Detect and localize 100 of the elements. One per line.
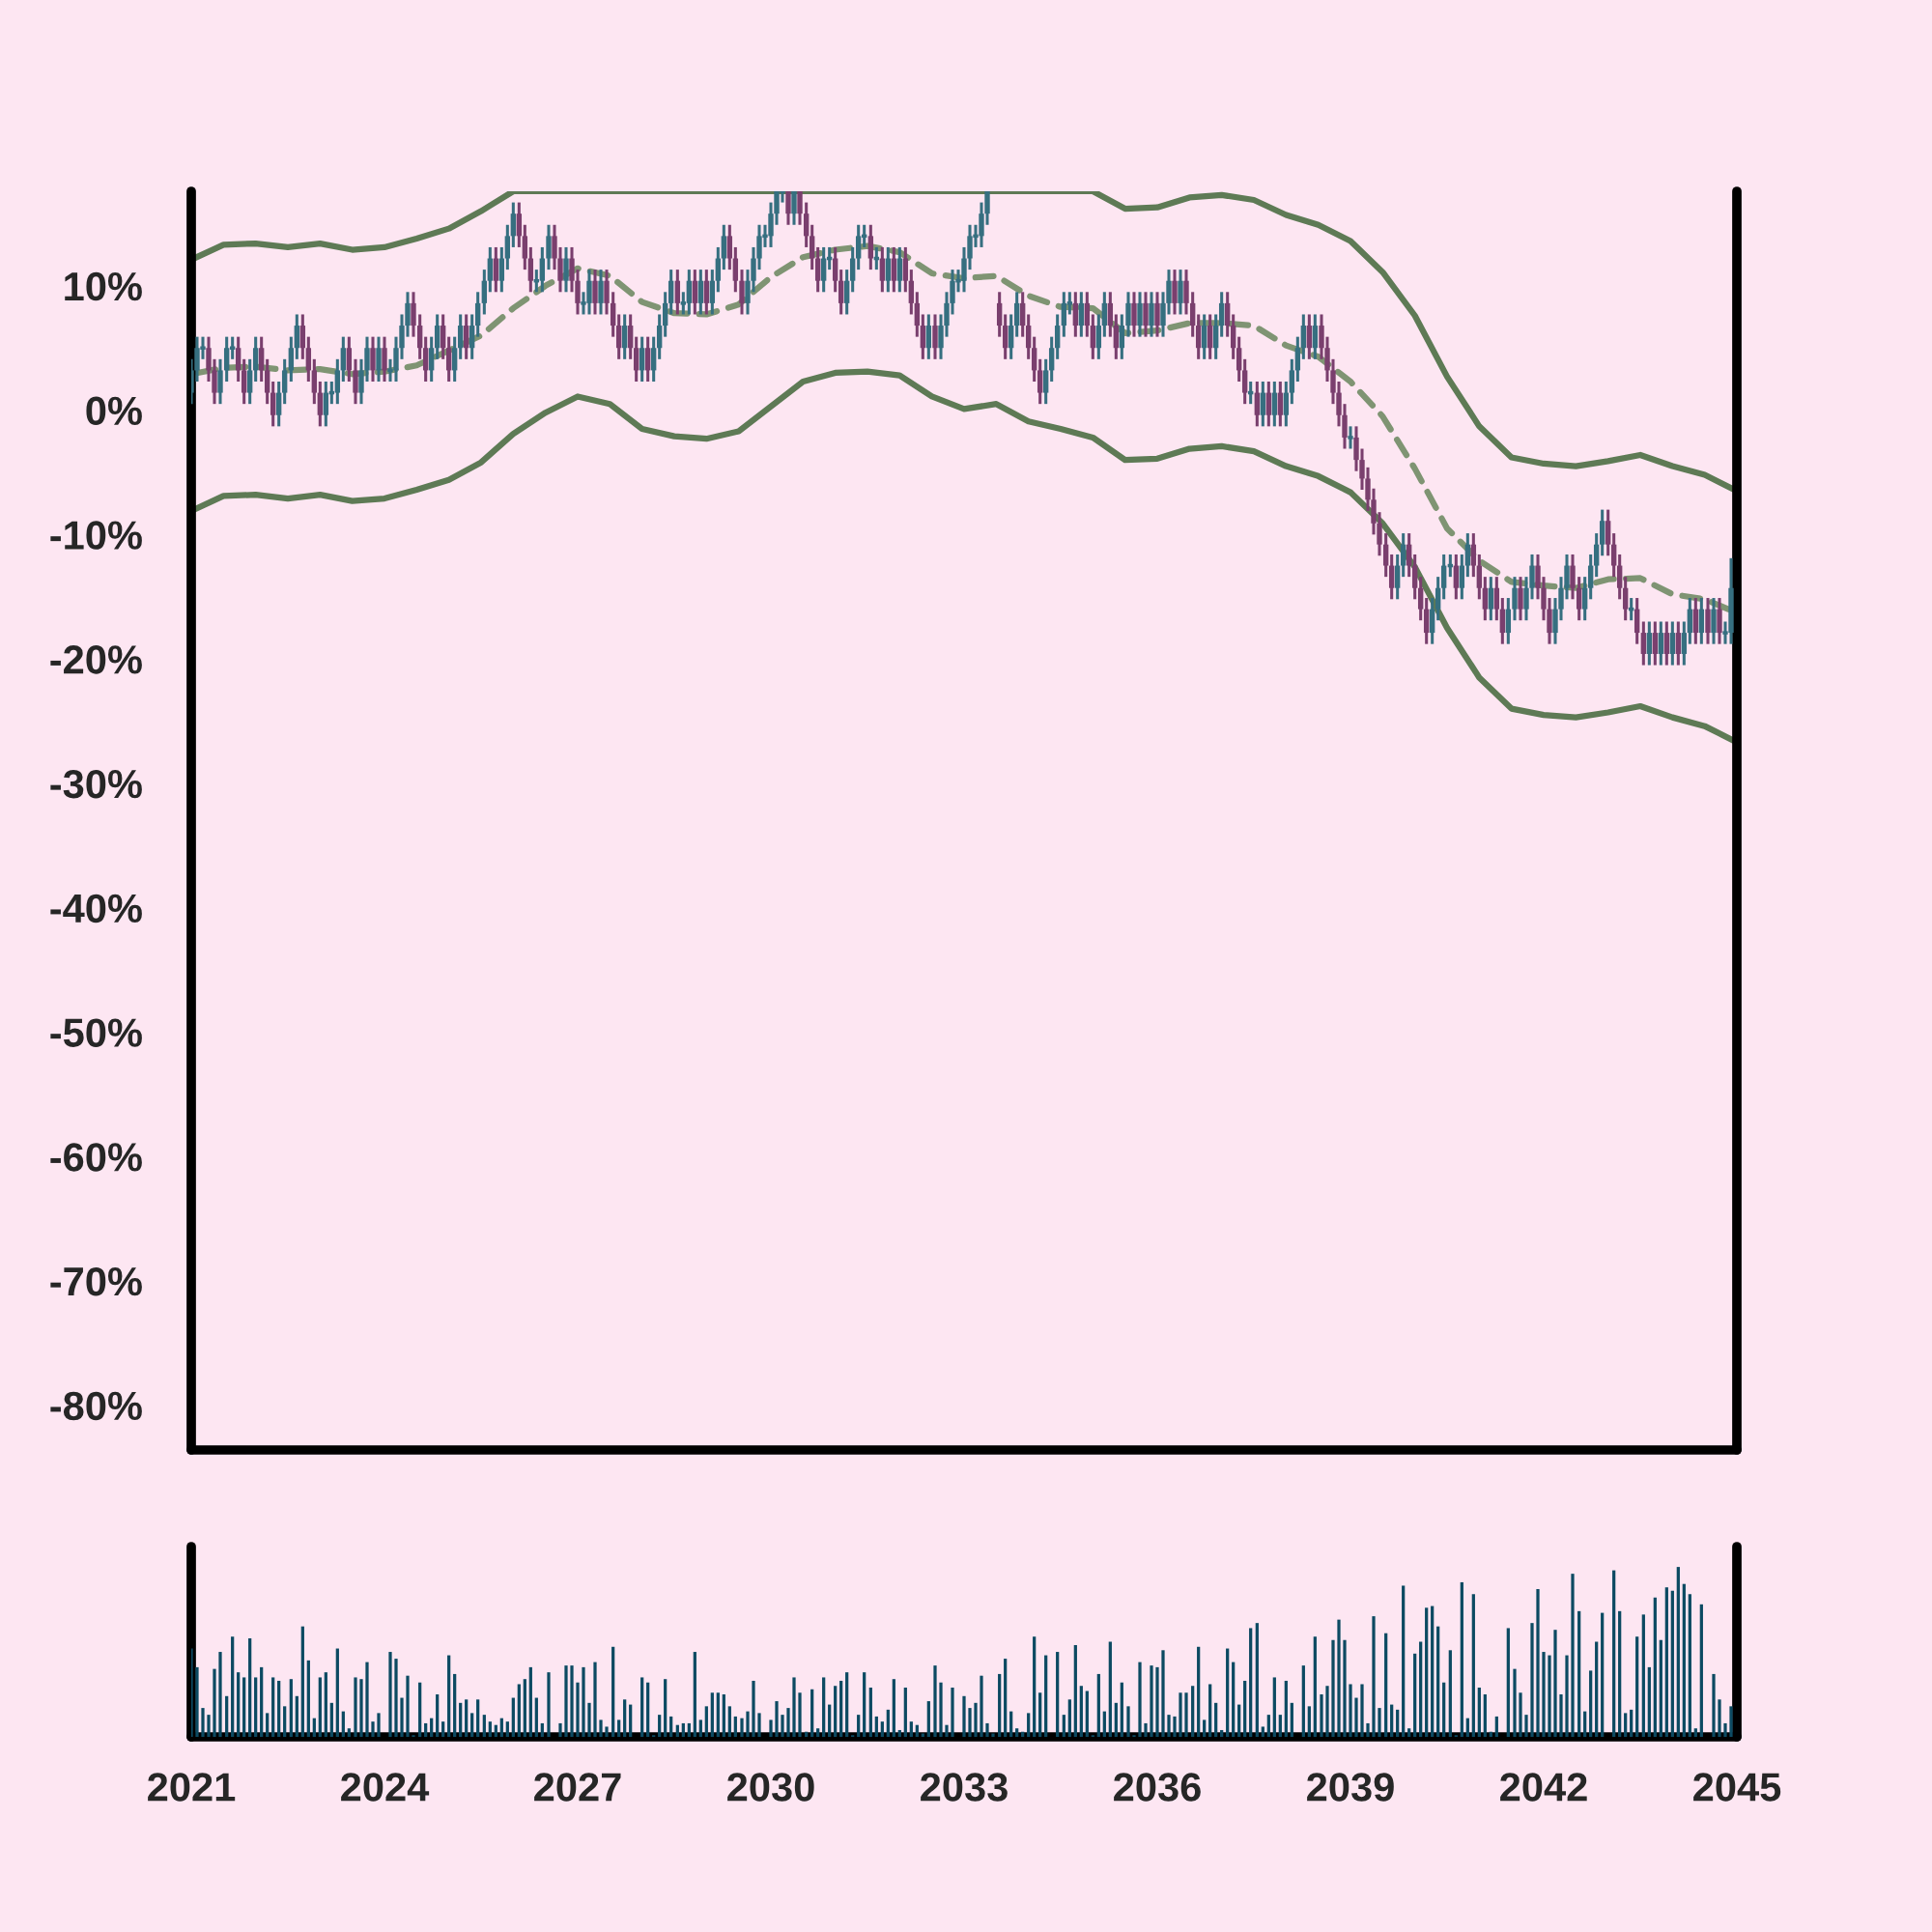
bar xyxy=(482,1715,486,1737)
candlestick xyxy=(457,314,464,359)
candlestick xyxy=(1260,382,1266,427)
x-tick-label: 2036 xyxy=(1114,1773,1201,1802)
bar xyxy=(213,1668,216,1737)
bar xyxy=(1583,1711,1587,1737)
bar xyxy=(436,1694,440,1737)
candlestick xyxy=(235,336,242,382)
bar xyxy=(1670,1590,1674,1737)
candlestick xyxy=(908,270,915,315)
bar xyxy=(1390,1704,1394,1737)
bar xyxy=(1682,1583,1686,1737)
bar xyxy=(441,1721,445,1737)
bar xyxy=(921,1733,924,1737)
candlestick xyxy=(1236,336,1242,382)
bar xyxy=(629,1704,633,1737)
bar xyxy=(1659,1639,1662,1737)
bar xyxy=(775,1701,779,1737)
bar xyxy=(1015,1728,1019,1737)
candlestick xyxy=(1119,314,1125,359)
bar xyxy=(1366,1722,1370,1737)
bar xyxy=(727,1706,731,1737)
bar xyxy=(669,1716,673,1737)
bar xyxy=(945,1724,949,1737)
y-tick-label: -80% xyxy=(50,1391,142,1421)
bar xyxy=(1249,1628,1253,1737)
bar xyxy=(1038,1692,1042,1737)
bar xyxy=(400,1697,404,1737)
bar xyxy=(710,1692,714,1737)
x-tick-label: 2021 xyxy=(148,1773,236,1802)
bar xyxy=(1062,1715,1065,1737)
candlestick xyxy=(1072,292,1079,337)
x-tick-label: 2045 xyxy=(1693,1773,1781,1802)
candlestick xyxy=(1090,314,1096,359)
candlestick xyxy=(1195,314,1202,359)
candlestick xyxy=(785,191,791,225)
candlestick xyxy=(1289,357,1295,406)
candlestick xyxy=(1254,382,1261,427)
candlestick xyxy=(920,314,926,359)
bar xyxy=(511,1697,515,1737)
candlestick xyxy=(1512,577,1518,622)
candlestick xyxy=(1224,292,1231,337)
candlestick xyxy=(1470,533,1477,579)
bar xyxy=(792,1677,796,1737)
x-tick-label: 2024 xyxy=(341,1773,430,1802)
bar xyxy=(1301,1665,1305,1737)
candlestick xyxy=(1048,336,1055,382)
bar xyxy=(528,1666,532,1737)
bar xyxy=(1120,1682,1123,1737)
bar xyxy=(980,1675,983,1737)
candlestick xyxy=(258,336,265,382)
bar xyxy=(1161,1650,1165,1737)
bar xyxy=(1144,1722,1148,1737)
candlestick xyxy=(644,336,651,382)
bar xyxy=(998,1673,1002,1737)
bar xyxy=(1635,1636,1639,1737)
bar xyxy=(558,1722,562,1737)
bar xyxy=(447,1655,451,1737)
candlestick xyxy=(281,357,288,406)
candlestick xyxy=(1037,357,1043,406)
candlestick xyxy=(546,224,552,271)
candlestick xyxy=(1464,533,1471,579)
bar xyxy=(640,1677,644,1737)
candlestick xyxy=(1019,292,1026,337)
bar xyxy=(335,1648,339,1737)
bar xyxy=(347,1728,351,1737)
candlestick xyxy=(1183,270,1189,315)
bar xyxy=(757,1713,761,1737)
bar xyxy=(951,1687,954,1737)
bar xyxy=(985,1722,989,1737)
candlestick xyxy=(563,245,569,293)
candlestick xyxy=(416,314,423,359)
candlestick xyxy=(709,270,716,315)
bar xyxy=(266,1713,270,1737)
candlestick xyxy=(1348,426,1353,449)
candlestick xyxy=(1435,577,1441,622)
bar xyxy=(1044,1655,1048,1737)
candlestick xyxy=(305,336,312,382)
bar xyxy=(277,1680,281,1737)
candlestick xyxy=(1154,292,1160,337)
bar xyxy=(897,1729,901,1737)
bar xyxy=(1337,1619,1341,1737)
bar xyxy=(547,1672,551,1737)
candlestick xyxy=(726,224,733,271)
bar xyxy=(1232,1662,1236,1737)
bar xyxy=(1402,1585,1406,1737)
bar xyxy=(406,1675,410,1737)
bar xyxy=(582,1666,585,1737)
bar xyxy=(1448,1650,1452,1737)
candlestick xyxy=(902,245,909,293)
bar xyxy=(716,1692,720,1737)
bar xyxy=(476,1699,480,1737)
candlestick xyxy=(809,224,815,271)
bar xyxy=(681,1722,685,1737)
bar xyxy=(1033,1636,1037,1737)
bar xyxy=(248,1637,252,1737)
bar xyxy=(318,1677,322,1737)
bar xyxy=(1284,1680,1288,1737)
bar xyxy=(1114,1702,1118,1737)
bar xyxy=(341,1711,345,1737)
